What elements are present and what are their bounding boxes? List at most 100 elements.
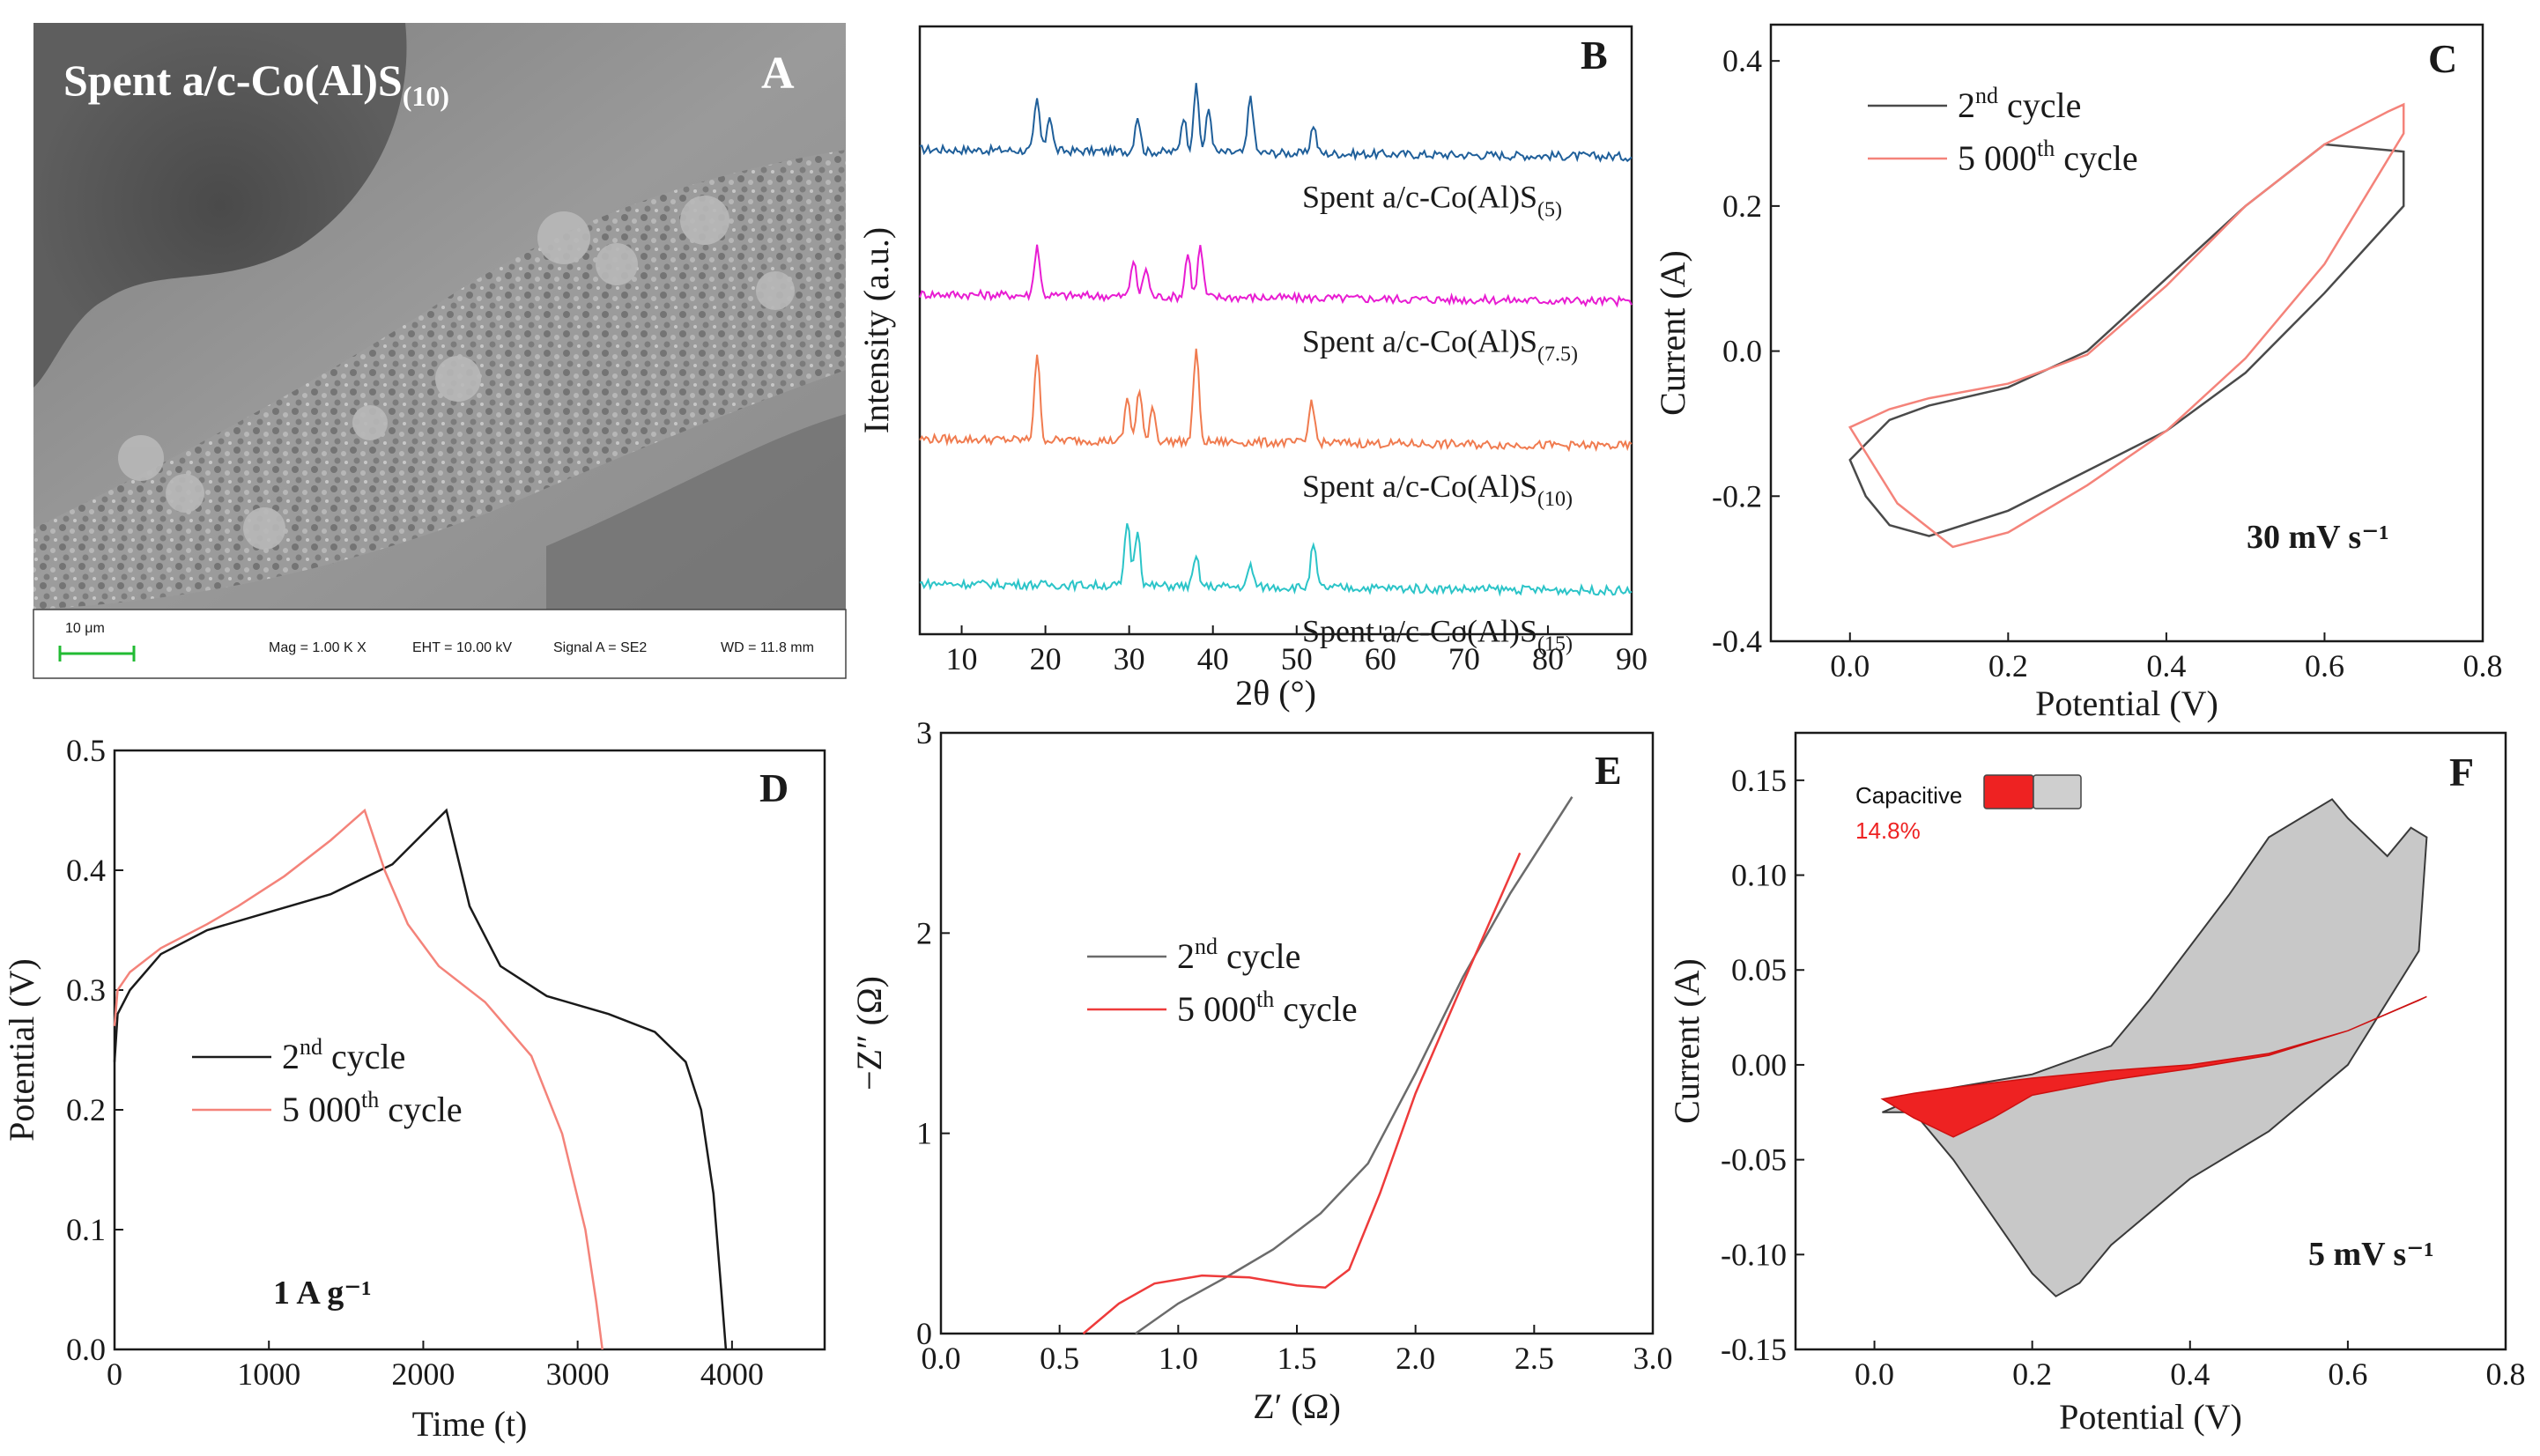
y-tick-label: 0.1 — [66, 1212, 106, 1247]
panel-a-sem-image: 10 μm Mag = 1.00 K X EHT = 10.00 kV Sign… — [33, 23, 847, 679]
x-axis-label: Potential (V) — [2059, 1397, 2242, 1437]
gcd-curve-line — [113, 808, 728, 1350]
sem-wd-label: WD = 11.8 mm — [721, 640, 814, 655]
panel-a-title-subscript: (10) — [403, 80, 449, 112]
panel-letter: F — [2449, 750, 2474, 795]
series-label: Spent a/c-Co(Al)S(15) — [1302, 613, 1573, 655]
x-tick-label: 0.0 — [1855, 1356, 1894, 1392]
x-tick-label: 80 — [1532, 641, 1564, 676]
nyquist-line — [1082, 852, 1522, 1334]
capacitive-percent-label: 14.8% — [1855, 817, 1921, 844]
xrd-pattern-line — [919, 522, 1633, 597]
x-axis-label: Time (t) — [412, 1404, 528, 1444]
y-tick-label: 0.4 — [1722, 43, 1762, 78]
y-tick-label: 0.00 — [1731, 1047, 1787, 1083]
sem-particle-clusters — [118, 196, 795, 550]
x-tick-label: 0.0 — [1830, 648, 1870, 684]
y-tick-label: 0 — [916, 1316, 932, 1351]
x-tick-label: 0.5 — [1040, 1341, 1079, 1376]
y-tick-label: -0.10 — [1721, 1237, 1787, 1272]
y-tick-label: 0.15 — [1731, 763, 1787, 798]
legend-label: 5 000th cycle — [282, 1087, 463, 1129]
x-tick-label: 1000 — [237, 1356, 300, 1392]
x-tick-label: 0.2 — [1988, 648, 2028, 684]
plot-frame — [918, 25, 1633, 636]
capacitive-legend-label: Capacitive — [1855, 782, 1962, 809]
x-tick-label: 1.5 — [1277, 1341, 1317, 1376]
y-tick-label: 2 — [916, 915, 932, 950]
scale-bar-label: 10 μm — [65, 621, 105, 636]
series-label: Spent a/c-Co(Al)S(10) — [1302, 469, 1573, 511]
legend-label: 5 000th cycle — [1177, 987, 1358, 1029]
y-tick-label: 0.10 — [1731, 858, 1787, 893]
capacitive-area — [1880, 995, 2427, 1138]
sem-mag-label: Mag = 1.00 K X — [269, 640, 367, 655]
panel-c-cv-chart: 0.0 0.2 0.4 0.6 0.8 Potential (V) -0.4 -0.2 0.0 0… — [1653, 23, 2503, 723]
x-tick-label: 1.0 — [1159, 1341, 1198, 1376]
panel-b-xrd-chart: 10 20 30 40 50 60 70 80 90 2θ (°) Intensity (a.u.)… — [856, 25, 1648, 713]
panel-a-letter: A — [761, 48, 795, 99]
legend-label: 2nd cycle — [1958, 83, 2081, 125]
y-tick-label: -0.4 — [1712, 624, 1762, 659]
y-axis-label: −Z″ (Ω) — [849, 976, 889, 1090]
panel-f-capacitive-chart: 0.0 0.2 0.4 0.6 0.8 Potential (V) -0.15 -0.10 -0… — [1667, 731, 2526, 1437]
x-tick-label: 0.4 — [2170, 1356, 2210, 1392]
x-tick-label: 0.8 — [2463, 648, 2503, 684]
panel-letter: E — [1595, 748, 1622, 793]
legend-label: 5 000th cycle — [1958, 136, 2138, 178]
panel-a-title: Spent a/c-Co(Al)S(10) — [63, 55, 449, 112]
x-tick-label: 4000 — [700, 1356, 764, 1392]
x-tick-label: 90 — [1616, 641, 1648, 676]
x-tick-label: 60 — [1365, 641, 1396, 676]
xrd-pattern-line — [919, 348, 1633, 453]
plot-frame — [1769, 23, 2484, 643]
y-axis-label: Potential (V) — [2, 958, 41, 1142]
series-label: Spent a/c-Co(Al)S(5) — [1302, 179, 1562, 221]
scan-rate-annotation: 5 mV s⁻¹ — [2308, 1236, 2434, 1273]
sem-signal-label: Signal A = SE2 — [553, 640, 647, 655]
y-tick-label: 0.0 — [66, 1332, 106, 1367]
scan-rate-annotation: 1 A g⁻¹ — [273, 1275, 372, 1312]
y-tick-label: -0.15 — [1721, 1332, 1787, 1367]
y-tick-label: 0.2 — [66, 1092, 106, 1127]
plot-frame — [1794, 731, 2507, 1351]
sem-info-bar — [33, 609, 847, 679]
y-tick-label: 1 — [916, 1116, 932, 1151]
x-axis-label: Z′ (Ω) — [1253, 1386, 1341, 1426]
x-tick-label: 0.8 — [2486, 1356, 2526, 1392]
x-tick-label: 50 — [1281, 641, 1313, 676]
x-tick-label: 0.0 — [922, 1341, 961, 1376]
panel-letter: D — [759, 765, 789, 810]
total-cv-area — [1882, 798, 2428, 1297]
legend-label: 2nd cycle — [1177, 934, 1300, 976]
y-tick-label: 0.05 — [1731, 952, 1787, 987]
xrd-pattern-line — [919, 244, 1633, 308]
y-axis-label: Current (A) — [1653, 250, 1692, 416]
y-tick-label: 0.0 — [1722, 334, 1762, 369]
x-tick-label: 0.6 — [2305, 648, 2344, 684]
sem-lower-right-shade — [546, 414, 846, 610]
panel-d-gcd-chart: 0 1000 2000 3000 4000 Time (t) 0.0 0.1 0.2 0.3 0.4… — [2, 733, 826, 1444]
x-tick-label: 30 — [1114, 641, 1145, 676]
capacitive-bar-fill — [1983, 774, 2034, 809]
y-axis-label: Intensity (a.u.) — [856, 227, 896, 433]
cv-loop-line — [1848, 102, 2405, 549]
x-tick-label: 2.5 — [1514, 1341, 1554, 1376]
x-axis-label: Potential (V) — [2035, 684, 2218, 723]
sem-dark-region — [33, 23, 407, 388]
series-label: Spent a/c-Co(Al)S(7.5) — [1302, 324, 1578, 366]
legend-label: 2nd cycle — [282, 1034, 405, 1076]
y-tick-label: 3 — [916, 715, 932, 750]
y-tick-label: 0.2 — [1722, 188, 1762, 224]
x-tick-label: 70 — [1448, 641, 1480, 676]
x-tick-label: 0.6 — [2328, 1356, 2367, 1392]
cv-loop-line — [1848, 143, 2405, 537]
y-tick-label: 0.5 — [66, 733, 106, 768]
x-tick-label: 20 — [1030, 641, 1062, 676]
x-tick-label: 2.0 — [1396, 1341, 1435, 1376]
x-tick-label: 3000 — [546, 1356, 610, 1392]
sem-eht-label: EHT = 10.00 kV — [412, 640, 512, 655]
x-tick-label: 0.2 — [2012, 1356, 2052, 1392]
x-tick-label: 40 — [1197, 641, 1229, 676]
